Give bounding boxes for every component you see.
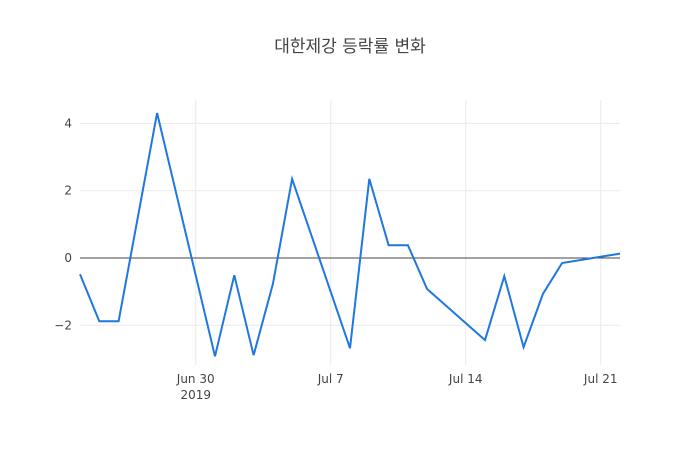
x-tick-label: Jul 7 [317, 372, 344, 386]
y-tick-label: −2 [54, 318, 72, 332]
y-tick-label: 2 [64, 184, 72, 198]
y-tick-label: 4 [64, 116, 72, 130]
x-axis-tick-labels: Jun 30 2019 Jul 7 Jul 14 Jul 21 [176, 372, 618, 402]
data-series-line[interactable] [79, 112, 621, 357]
x-gridlines [195, 100, 602, 365]
x-tick-label: Jul 21 [583, 372, 618, 386]
chart-title: 대한제강 등락률 변화 [274, 37, 426, 57]
x-tick-label: Jul 14 [448, 372, 483, 386]
y-axis-tick-labels: 4 2 0 −2 [54, 116, 72, 332]
y-gridlines [80, 122, 620, 326]
x-tick-year-label: 2019 [180, 388, 211, 402]
x-tick-label: Jun 30 [176, 372, 215, 386]
y-tick-label: 0 [64, 251, 72, 265]
